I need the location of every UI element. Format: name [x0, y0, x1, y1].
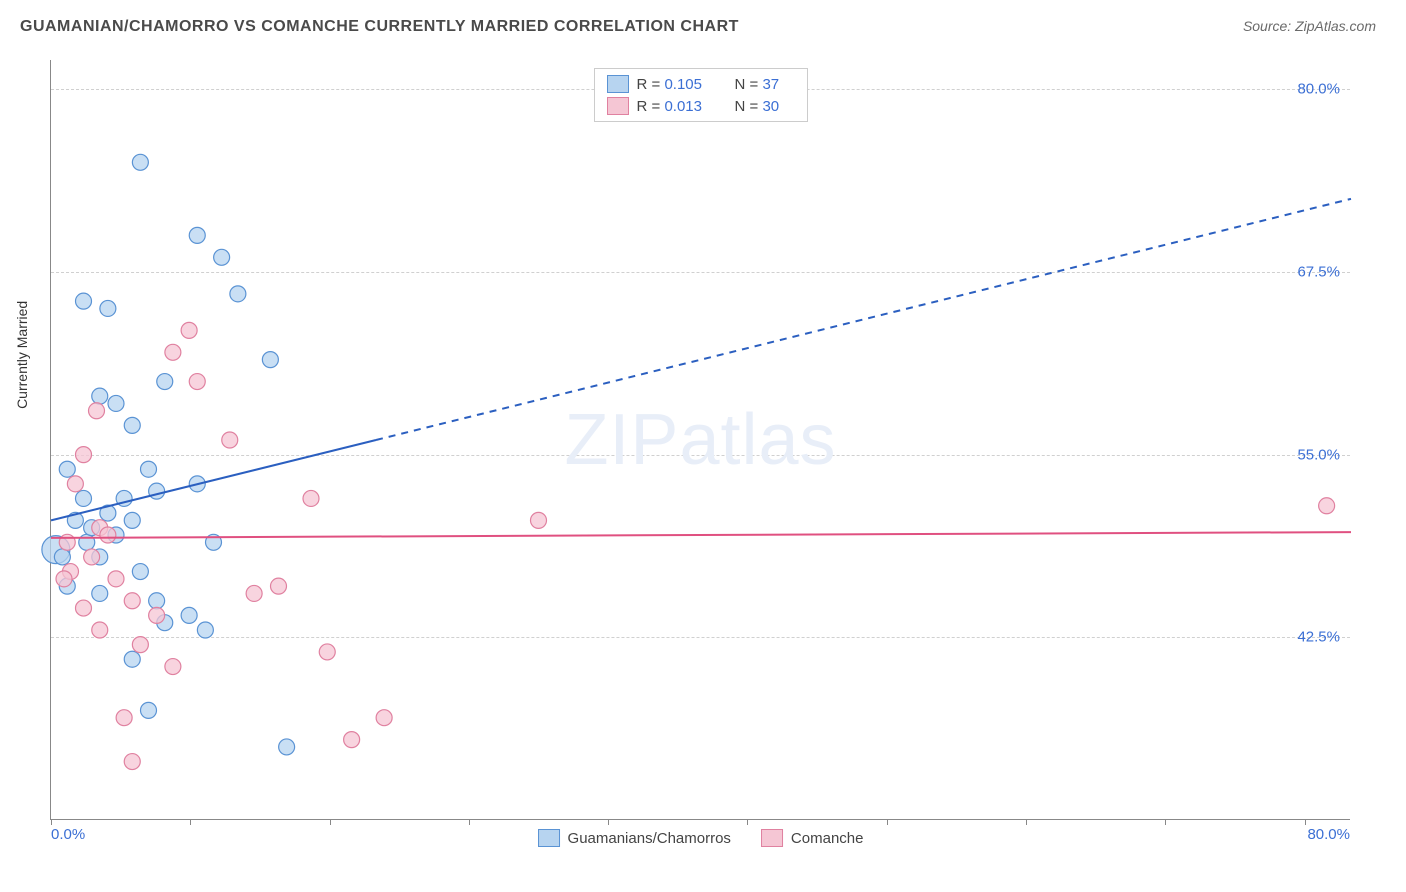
trend-line-solid [51, 440, 376, 520]
y-axis-label: Currently Married [14, 301, 30, 409]
scatter-point [59, 534, 75, 550]
scatter-point [100, 300, 116, 316]
scatter-point [56, 571, 72, 587]
scatter-point [303, 490, 319, 506]
scatter-point [181, 322, 197, 338]
scatter-point [149, 607, 165, 623]
scatter-point [124, 417, 140, 433]
legend-item-comanche: Comanche [761, 829, 864, 847]
scatter-point [100, 527, 116, 543]
chart-title: GUAMANIAN/CHAMORRO VS COMANCHE CURRENTLY… [20, 18, 739, 36]
scatter-point [76, 600, 92, 616]
scatter-point [116, 710, 132, 726]
scatter-point [214, 249, 230, 265]
scatter-point [531, 512, 547, 528]
plot-area: ZIPatlas 42.5%55.0%67.5%80.0% R = 0.105 … [50, 60, 1350, 820]
legend-swatch-icon [538, 829, 560, 847]
scatter-plot [51, 60, 1350, 819]
legend-label: Guamanians/Chamorros [568, 830, 731, 847]
scatter-point [92, 388, 108, 404]
scatter-point [222, 432, 238, 448]
chart-container: Currently Married ZIPatlas 42.5%55.0%67.… [50, 60, 1380, 850]
scatter-point [157, 374, 173, 390]
source-attribution: Source: ZipAtlas.com [1243, 18, 1376, 34]
legend-row-pink: R = 0.013 N = 30 [607, 97, 795, 115]
scatter-point [271, 578, 287, 594]
x-tick-min: 0.0% [51, 826, 85, 843]
scatter-point [67, 476, 83, 492]
scatter-point [165, 344, 181, 360]
r-value: 0.013 [664, 98, 702, 115]
n-value: 30 [762, 98, 779, 115]
r-label: R = [637, 76, 661, 93]
legend-label: Comanche [791, 830, 864, 847]
scatter-point [230, 286, 246, 302]
scatter-point [92, 585, 108, 601]
trend-line-dashed [376, 199, 1351, 440]
scatter-point [124, 512, 140, 528]
r-label: R = [637, 98, 661, 115]
scatter-point [181, 607, 197, 623]
scatter-point [92, 622, 108, 638]
legend-row-blue: R = 0.105 N = 37 [607, 75, 795, 93]
series-legend: Guamanians/Chamorros Comanche [538, 829, 864, 847]
legend-swatch-icon [761, 829, 783, 847]
scatter-point [344, 732, 360, 748]
scatter-point [124, 593, 140, 609]
scatter-point [84, 549, 100, 565]
scatter-point [189, 374, 205, 390]
scatter-point [124, 754, 140, 770]
scatter-point [1319, 498, 1335, 514]
scatter-point [59, 461, 75, 477]
header: GUAMANIAN/CHAMORRO VS COMANCHE CURRENTLY… [0, 0, 1406, 46]
scatter-point [124, 651, 140, 667]
scatter-point [76, 447, 92, 463]
scatter-point [141, 702, 157, 718]
scatter-point [149, 483, 165, 499]
scatter-point [132, 637, 148, 653]
scatter-point [76, 293, 92, 309]
scatter-point [376, 710, 392, 726]
x-tick-max: 80.0% [1307, 826, 1350, 843]
scatter-point [141, 461, 157, 477]
n-label: N = [735, 98, 759, 115]
scatter-point [108, 395, 124, 411]
scatter-point [76, 490, 92, 506]
trend-line-solid [51, 532, 1351, 538]
scatter-point [108, 571, 124, 587]
n-value: 37 [762, 76, 779, 93]
n-label: N = [735, 76, 759, 93]
legend-item-guamanians: Guamanians/Chamorros [538, 829, 731, 847]
legend-swatch-blue [607, 75, 629, 93]
correlation-legend: R = 0.105 N = 37 R = 0.013 N = 30 [594, 68, 808, 122]
scatter-point [132, 564, 148, 580]
scatter-point [54, 549, 70, 565]
scatter-point [79, 534, 95, 550]
scatter-point [197, 622, 213, 638]
scatter-point [246, 585, 262, 601]
scatter-point [319, 644, 335, 660]
scatter-point [262, 352, 278, 368]
legend-swatch-pink [607, 97, 629, 115]
r-value: 0.105 [664, 76, 702, 93]
scatter-point [279, 739, 295, 755]
scatter-point [189, 227, 205, 243]
scatter-point [132, 154, 148, 170]
scatter-point [89, 403, 105, 419]
scatter-point [165, 659, 181, 675]
scatter-point [149, 593, 165, 609]
